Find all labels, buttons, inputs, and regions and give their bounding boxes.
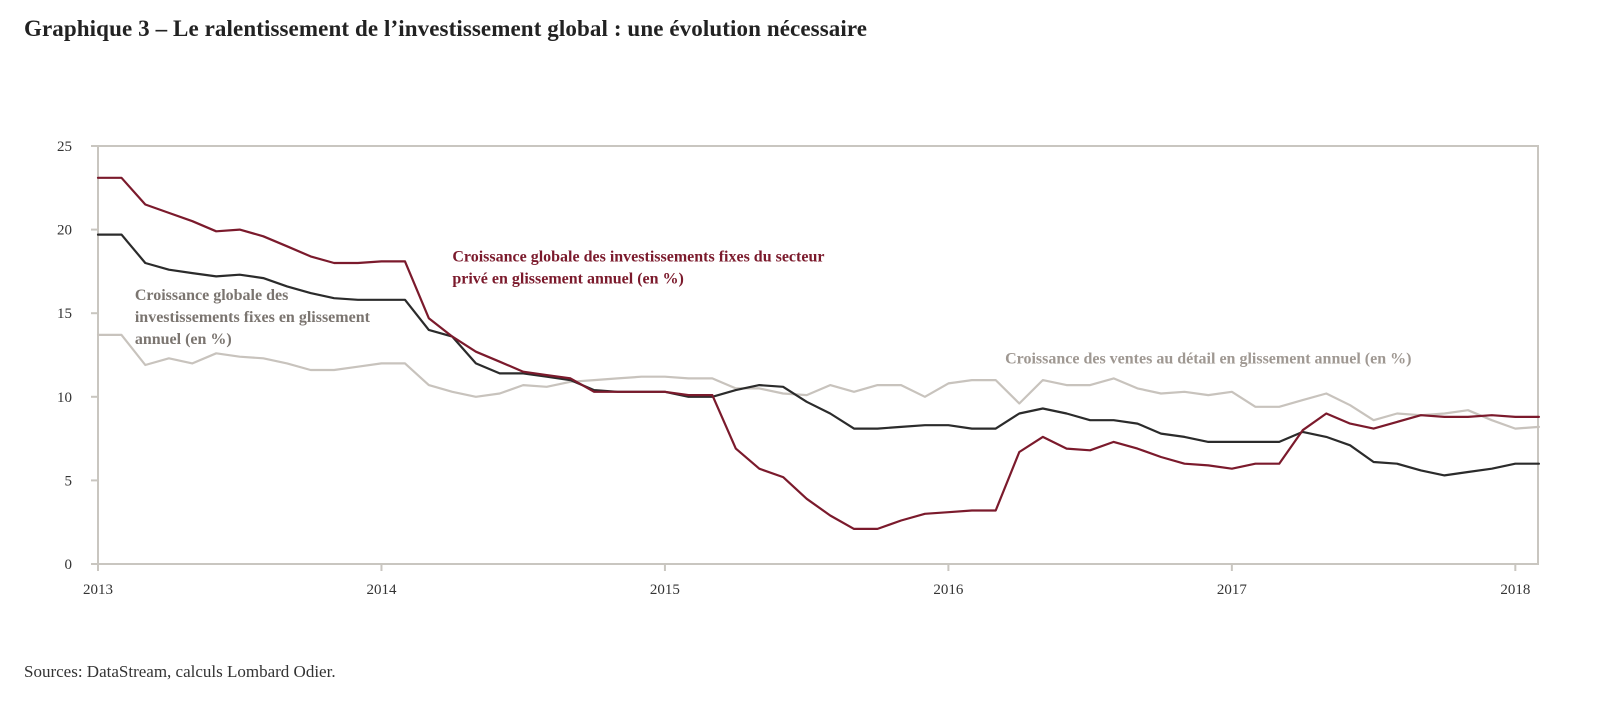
series-label-line: Croissance des ventes au détail en gliss… xyxy=(1005,350,1411,367)
series-lines xyxy=(96,176,1540,530)
x-tick: 2015 xyxy=(650,564,680,598)
series-label-line: privé en glissement annuel (en %) xyxy=(452,270,684,287)
plot-frame xyxy=(97,145,1539,565)
y-tick: 5 xyxy=(65,473,98,489)
x-tick-label: 2014 xyxy=(366,582,397,598)
series-label-line: Croissance globale des investissements f… xyxy=(452,248,824,265)
y-tick: 10 xyxy=(57,390,98,406)
source-note: Sources: DataStream, calculs Lombard Odi… xyxy=(24,662,336,681)
chart-title: Graphique 3 – Le ralentissement de l’inv… xyxy=(24,16,868,41)
x-tick-label: 2017 xyxy=(1217,582,1248,598)
series-line-2 xyxy=(96,333,1540,430)
y-tick: 0 xyxy=(65,557,98,573)
x-tick-label: 2013 xyxy=(83,582,113,598)
series-label-line: investissements fixes en glissement xyxy=(135,309,371,326)
series-label-0: Croissance globale des investissements f… xyxy=(452,248,824,287)
x-tick: 2016 xyxy=(933,564,964,598)
series-line-0 xyxy=(96,176,1540,530)
series-line-1 xyxy=(96,233,1540,477)
x-tick: 2013 xyxy=(83,564,113,598)
y-tick-label: 20 xyxy=(57,223,72,239)
y-tick: 25 xyxy=(57,139,98,155)
series-label-line: annuel (en %) xyxy=(135,331,232,348)
x-tick: 2014 xyxy=(366,564,397,598)
y-tick: 15 xyxy=(57,306,98,322)
y-tick-label: 0 xyxy=(65,557,73,573)
x-tick: 2018 xyxy=(1500,564,1530,598)
y-tick-label: 15 xyxy=(57,306,72,322)
y-tick: 20 xyxy=(57,223,98,239)
y-tick-label: 5 xyxy=(65,473,73,489)
x-axis: 2013 2014 2015 2016 2017 2018 xyxy=(83,564,1530,598)
series-label-1: Croissance globale des investissements fi… xyxy=(135,287,371,348)
x-tick-label: 2016 xyxy=(933,582,964,598)
x-tick: 2017 xyxy=(1217,564,1248,598)
series-label-line: Croissance globale des xyxy=(135,287,288,304)
y-tick-label: 25 xyxy=(57,139,72,155)
y-tick-label: 10 xyxy=(57,390,72,406)
x-tick-label: 2018 xyxy=(1500,582,1530,598)
x-tick-label: 2015 xyxy=(650,582,680,598)
y-axis: 0 5 10 15 20 25 xyxy=(57,139,98,573)
series-label-2: Croissance des ventes au détail en gliss… xyxy=(1005,350,1411,367)
series-labels: Croissance globale des investissements f… xyxy=(135,248,1412,367)
